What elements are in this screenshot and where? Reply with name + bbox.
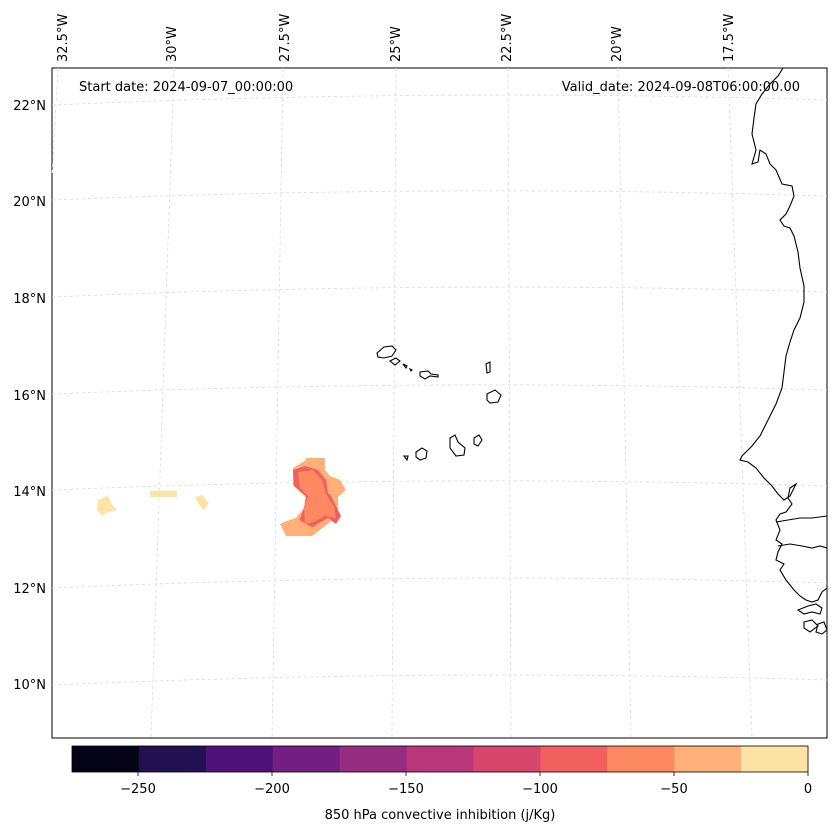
- colorbar-swatch: [72, 746, 140, 772]
- graticule: [51, 67, 828, 739]
- longitude-label: 22.5°W: [500, 14, 515, 62]
- parallel-line: [51, 674, 828, 686]
- meridian-line: [617, 67, 632, 739]
- parallel-line: [51, 480, 828, 491]
- meridian-line: [391, 67, 397, 739]
- cin-patch: [150, 491, 177, 497]
- cin-patch: [282, 518, 314, 536]
- cin-patch: [195, 495, 209, 510]
- island: [402, 455, 409, 462]
- islands-outline: [376, 345, 502, 462]
- colorbar-swatch: [741, 746, 809, 772]
- colorbar-ticks: [137, 772, 809, 776]
- meridian-line: [507, 67, 512, 739]
- cin-patch: [326, 478, 344, 494]
- coastline-guinea-bissau: [796, 603, 823, 615]
- coastline-west-africa: [739, 67, 828, 603]
- colorbar-swatch: [674, 746, 742, 772]
- colorbar-swatch: [138, 746, 207, 772]
- latitude-label: 22°N: [13, 99, 46, 114]
- island: [485, 361, 491, 374]
- colorbar-frame: [71, 745, 809, 773]
- island: [419, 370, 439, 380]
- colorbar-tick-label: −250: [120, 782, 156, 797]
- colorbar-tick-label: −150: [388, 782, 424, 797]
- latitude-label: 20°N: [13, 195, 46, 210]
- island: [449, 434, 466, 457]
- latitude-labels: 22°N 20°N 18°N 16°N 14°N 12°N 10°N: [13, 99, 46, 693]
- colorbar-tick-label: 0: [804, 782, 812, 797]
- parallel-line: [51, 384, 828, 395]
- longitude-labels: 32.5°W 30°W 27.5°W 25°W 22.5°W 20°W 17.5…: [56, 14, 737, 62]
- coastline: [739, 67, 828, 635]
- colorbar-swatches: [72, 746, 809, 772]
- coastline-gambia: [775, 515, 828, 523]
- island: [388, 357, 401, 366]
- coastline-bijagos: [815, 621, 828, 635]
- colorbar-label: 850 hPa convective inhibition (j/Kg): [324, 808, 556, 823]
- cin-field: [97, 458, 346, 536]
- coastline-guinea-bissau-islands: [803, 619, 819, 633]
- colorbar-swatch: [607, 746, 675, 772]
- meridian-line: [150, 67, 175, 739]
- longitude-label: 30°W: [165, 26, 180, 62]
- colorbar-swatch: [272, 746, 341, 772]
- parallel-line: [51, 577, 828, 589]
- colorbar-swatch: [406, 746, 474, 772]
- coastline-senegal-south: [777, 543, 828, 549]
- meridian-line: [271, 67, 284, 739]
- island: [402, 363, 408, 370]
- island: [408, 367, 413, 372]
- island: [376, 345, 397, 359]
- island: [473, 434, 483, 447]
- longitude-label: 25°W: [389, 26, 404, 62]
- latitude-label: 16°N: [13, 389, 46, 404]
- start-date-annotation: Start date: 2024-09-07_00:00:00: [79, 80, 293, 95]
- cin-patch: [97, 496, 118, 516]
- valid-date-annotation: Valid_date: 2024-09-08T06:00:00.00: [562, 80, 800, 95]
- colorbar-swatch: [540, 746, 608, 772]
- latitude-label: 10°N: [13, 678, 46, 693]
- longitude-label: 20°W: [610, 26, 625, 62]
- parallel-line: [51, 190, 828, 201]
- colorbar-swatch: [205, 746, 274, 772]
- parallel-line: [51, 94, 828, 106]
- longitude-label: 32.5°W: [56, 14, 71, 62]
- colorbar-tick-label: −50: [660, 782, 687, 797]
- latitude-label: 12°N: [13, 582, 46, 597]
- longitude-label: 17.5°W: [722, 14, 737, 62]
- colorbar-swatch: [339, 746, 408, 772]
- colorbar: −250 −200 −150 −100 −50 0: [71, 745, 812, 797]
- latitude-label: 18°N: [13, 292, 46, 307]
- map-frame: [51, 67, 828, 739]
- colorbar-tick-label: −200: [254, 782, 290, 797]
- parallel-line: [51, 286, 828, 298]
- island: [415, 447, 428, 461]
- longitude-label: 27.5°W: [278, 14, 293, 62]
- island: [486, 389, 502, 404]
- latitude-label: 14°N: [13, 485, 46, 500]
- cin-patch: [298, 470, 336, 524]
- colorbar-swatch: [473, 746, 541, 772]
- meridian-line: [727, 67, 753, 739]
- colorbar-tick-label: −100: [522, 782, 558, 797]
